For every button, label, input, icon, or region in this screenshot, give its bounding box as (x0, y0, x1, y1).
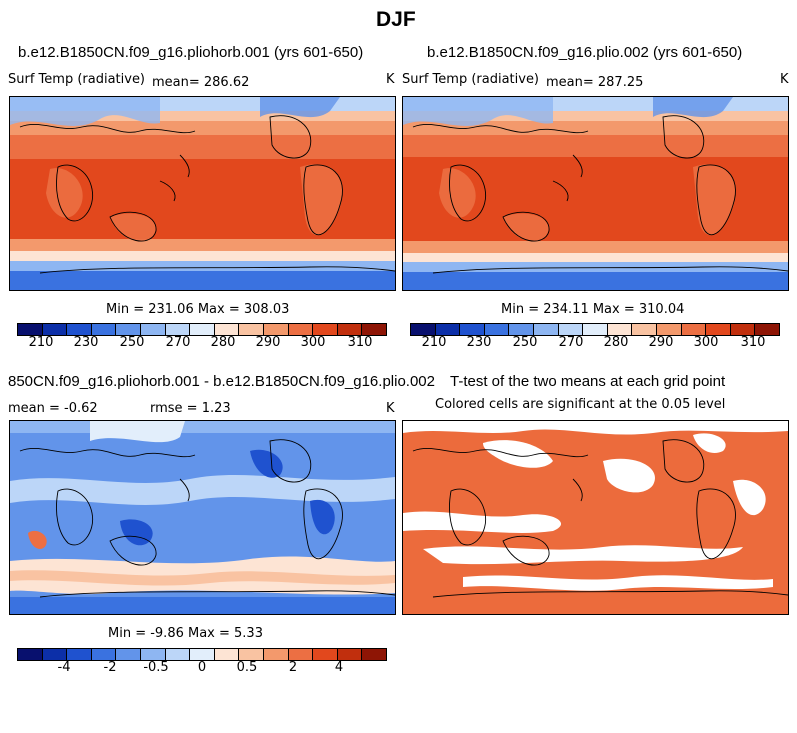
panel3-title: 850CN.f09_g16.pliohorb.001 - b.e12.B1850… (8, 373, 435, 390)
panel1-units: K (386, 72, 395, 87)
panel4-subtitle: Colored cells are significant at the 0.0… (435, 397, 726, 412)
colorbar-1-box (18, 324, 43, 335)
colorbar-2-box (706, 324, 731, 335)
colorbar-1-label: 230 (73, 335, 99, 350)
panel3-mean: mean = -0.62 (8, 401, 98, 416)
colorbar-2-box (730, 324, 756, 335)
colorbar-1-box (263, 324, 289, 335)
panel1-minmax: Min = 231.06 Max = 308.03 (106, 302, 290, 317)
colorbar-3-box (263, 649, 289, 660)
panel2-title: b.e12.B1850CN.f09_g16.plio.002 (yrs 601-… (427, 44, 743, 61)
colorbar-1-box (288, 324, 314, 335)
colorbar-3-label: 0 (197, 660, 207, 675)
colorbar-2-box (755, 324, 779, 335)
panel3-units: K (386, 401, 395, 416)
colorbar-2-box (435, 324, 461, 335)
colorbar-1-label: 310 (347, 335, 373, 350)
panel1-variable: Surf Temp (radiative) (8, 72, 146, 87)
colorbar-3-box (116, 649, 141, 660)
colorbar-3-box (313, 649, 338, 660)
colorbar-3-label: -2 (103, 660, 117, 675)
colorbar-1-label: 290 (255, 335, 281, 350)
colorbar-2 (410, 323, 780, 336)
colorbar-3-box (288, 649, 314, 660)
colorbar-3-box (190, 649, 215, 660)
figure-title: DJF (376, 8, 416, 31)
colorbar-1-box (116, 324, 141, 335)
colorbar-1-box (337, 324, 363, 335)
colorbar-2-box (411, 324, 436, 335)
colorbar-3-label: 4 (334, 660, 344, 675)
colorbar-2-box (681, 324, 707, 335)
panel2-map (402, 96, 789, 291)
colorbar-1-box (362, 324, 386, 335)
colorbar-1-box (214, 324, 240, 335)
colorbar-2-label: 310 (740, 335, 766, 350)
colorbar-1-label: 270 (165, 335, 191, 350)
colorbar-3-label: -0.5 (143, 660, 169, 675)
panel2-minmax: Min = 234.11 Max = 310.04 (501, 302, 685, 317)
colorbar-2-label: 300 (693, 335, 719, 350)
colorbar-1-box (165, 324, 191, 335)
colorbar-3 (17, 648, 387, 661)
colorbar-2-box (583, 324, 608, 335)
colorbar-1-box (91, 324, 117, 335)
colorbar-2-box (460, 324, 485, 335)
panel3-minmax: Min = -9.86 Max = 5.33 (108, 626, 263, 641)
colorbar-2-label: 280 (603, 335, 629, 350)
colorbar-2-label: 230 (466, 335, 492, 350)
panel3-map (9, 420, 396, 615)
colorbar-3-box (239, 649, 264, 660)
colorbar-1 (17, 323, 387, 336)
colorbar-3-label: 0.5 (236, 660, 258, 675)
colorbar-1-box (313, 324, 338, 335)
colorbar-3-box (337, 649, 363, 660)
colorbar-3-box (18, 649, 43, 660)
colorbar-1-label: 210 (28, 335, 54, 350)
colorbar-1-box (190, 324, 215, 335)
colorbar-2-label: 210 (421, 335, 447, 350)
colorbar-1-label: 280 (210, 335, 236, 350)
colorbar-3-box (140, 649, 166, 660)
colorbar-2-label: 250 (512, 335, 538, 350)
colorbar-2-box (558, 324, 584, 335)
colorbar-1-label: 300 (300, 335, 326, 350)
panel1-mean: mean= 286.62 (152, 75, 250, 90)
panel3-rmse: rmse = 1.23 (150, 401, 231, 416)
colorbar-3-box (91, 649, 117, 660)
colorbar-3-box (362, 649, 386, 660)
colorbar-3-box (67, 649, 92, 660)
colorbar-3-label: -4 (57, 660, 71, 675)
colorbar-1-box (140, 324, 166, 335)
panel2-mean: mean= 287.25 (546, 75, 644, 90)
panel1-title: b.e12.B1850CN.f09_g16.pliohorb.001 (yrs … (18, 44, 364, 61)
panel4-title: T-test of the two means at each grid poi… (450, 373, 726, 390)
panel4-map (402, 420, 789, 615)
panel1-map (9, 96, 396, 291)
colorbar-2-label: 270 (558, 335, 584, 350)
panel2-units: K (780, 72, 789, 87)
colorbar-2-box (607, 324, 633, 335)
colorbar-3-label: 2 (288, 660, 298, 675)
colorbar-1-box (239, 324, 264, 335)
colorbar-3-box (165, 649, 191, 660)
colorbar-3-box (42, 649, 68, 660)
colorbar-2-box (656, 324, 682, 335)
colorbar-2-box (484, 324, 510, 335)
colorbar-1-box (42, 324, 68, 335)
colorbar-3-box (214, 649, 240, 660)
colorbar-2-box (509, 324, 534, 335)
colorbar-1-label: 250 (119, 335, 145, 350)
colorbar-2-box (632, 324, 657, 335)
colorbar-1-box (67, 324, 92, 335)
panel2-variable: Surf Temp (radiative) (402, 72, 540, 87)
colorbar-2-label: 290 (648, 335, 674, 350)
colorbar-2-box (533, 324, 559, 335)
